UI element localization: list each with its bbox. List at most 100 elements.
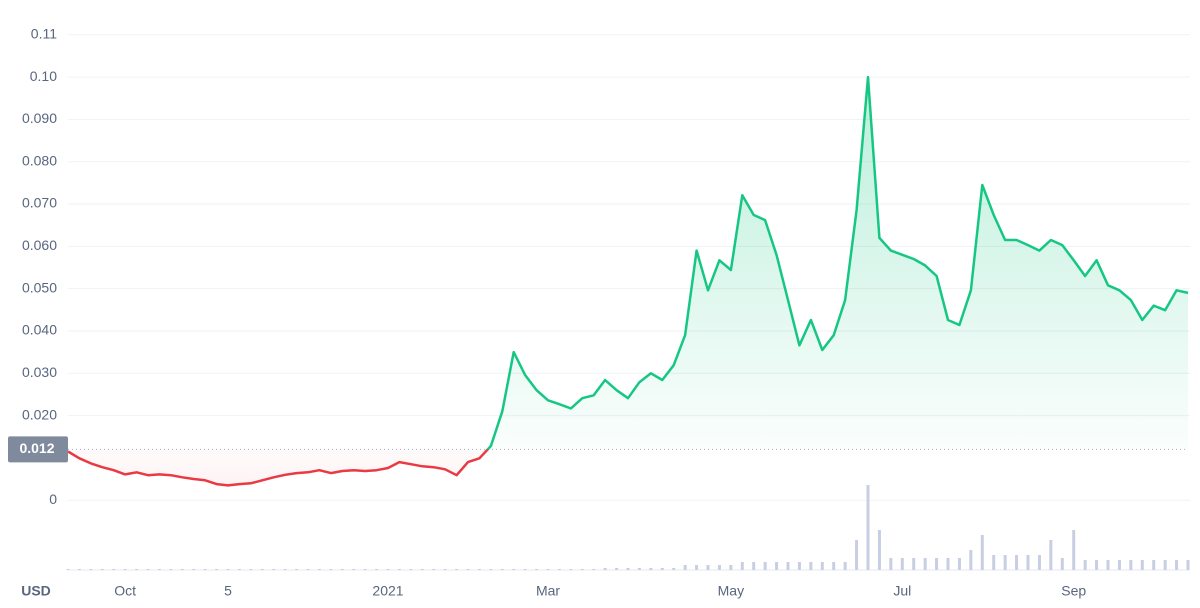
x-tick-label: 2021 (372, 583, 403, 599)
volume-bar (375, 569, 379, 570)
volume-bar (1106, 560, 1110, 570)
y-tick-label: 0.030 (22, 364, 57, 380)
volume-bar (592, 569, 596, 570)
volume-bar (272, 569, 276, 570)
volume-bar (1095, 560, 1099, 570)
volume-bar (1037, 555, 1041, 570)
volume-bar (672, 568, 676, 570)
volume-bar (695, 565, 699, 570)
volume-bar (603, 568, 607, 570)
volume-bar (523, 569, 527, 570)
volume-bar (512, 569, 516, 570)
volume-bar (215, 569, 219, 570)
volume-bar (980, 535, 984, 570)
volume-bar (192, 569, 196, 570)
volume-bar (809, 562, 813, 570)
volume-bar (249, 569, 253, 570)
volume-bar (615, 568, 619, 570)
volume-bar (432, 569, 436, 570)
volume-bar (923, 558, 927, 570)
volume-bar (420, 569, 424, 570)
x-tick-label: May (718, 583, 744, 599)
volume-bar (1152, 560, 1156, 570)
volume-bar (329, 569, 333, 570)
volume-bar (466, 569, 470, 570)
x-tick-label: Oct (114, 583, 136, 599)
volume-bar (569, 569, 573, 570)
y-tick-label: 0.020 (22, 406, 57, 422)
x-tick-label: Sep (1061, 583, 1086, 599)
volume-bar (832, 562, 836, 570)
volume-bar (89, 569, 93, 570)
volume-bar (660, 568, 664, 570)
volume-bar (1140, 560, 1144, 570)
volume-bar (740, 562, 744, 570)
x-tick-label: 5 (224, 583, 232, 599)
volume-bar (1003, 555, 1007, 570)
volume-bar (100, 569, 104, 570)
volume-bar (317, 569, 321, 570)
volume-bar (1163, 560, 1167, 570)
volume-bar (1049, 540, 1053, 570)
y-tick-label: 0.050 (22, 279, 57, 295)
volume-bar (409, 569, 413, 570)
x-tick-label: Jul (893, 583, 911, 599)
volume-bar (797, 562, 801, 570)
volume-bar (306, 569, 310, 570)
volume-bar (363, 569, 367, 570)
volume-bar (786, 562, 790, 570)
volume-bar (1175, 560, 1179, 570)
volume-bar (992, 555, 996, 570)
volume-bar (912, 558, 916, 570)
y-tick-label: 0.11 (31, 26, 57, 42)
volume-bar (580, 569, 584, 570)
volume-bar (77, 569, 81, 570)
price-area (68, 77, 1188, 486)
plot: 0.012 (8, 75, 1189, 487)
volume-bar (626, 568, 630, 570)
volume-bar (900, 558, 904, 570)
y-tick-label: 0.080 (22, 152, 57, 168)
volume-bar (683, 565, 687, 570)
volume-bar (1060, 558, 1064, 570)
volume-bar (180, 569, 184, 570)
volume-bar (283, 569, 287, 570)
volume-bar (706, 565, 710, 570)
volume-bar (637, 568, 641, 570)
x-tick-label: Mar (536, 583, 560, 599)
volume-bar (1083, 560, 1087, 570)
volume-bar (763, 562, 767, 570)
volume-bar (443, 569, 447, 570)
volume-bar (477, 569, 481, 570)
baseline-badge (8, 436, 68, 463)
volume-bar (752, 562, 756, 570)
volume-bar (946, 558, 950, 570)
volume-bar (397, 569, 401, 570)
volume-bar (386, 569, 390, 570)
volume-bar (729, 565, 733, 570)
volume-bar (123, 569, 127, 570)
volume-bar (352, 569, 356, 570)
volume-bar (1186, 560, 1190, 570)
volume-bar (866, 485, 870, 570)
y-tick-label: 0.10 (30, 68, 57, 84)
volume-bar (237, 569, 241, 570)
volume-bar (489, 569, 493, 570)
baseline-label: 0.012 (19, 440, 54, 456)
y-tick-label: 0 (49, 491, 57, 507)
volume-bar (135, 569, 139, 570)
volume-bar (500, 569, 504, 570)
y-tick-label: 0.090 (22, 110, 57, 126)
volume-bar (935, 558, 939, 570)
y-tick-label: 0.040 (22, 322, 57, 338)
volume-bar (340, 569, 344, 570)
volume-bar (957, 558, 961, 570)
volume-bar (295, 569, 299, 570)
volume-bar (717, 565, 721, 570)
y-tick-label: 0.060 (22, 237, 57, 253)
volume-bar (1129, 560, 1133, 570)
volume-bar (1072, 530, 1076, 570)
volume-bar (889, 558, 893, 570)
